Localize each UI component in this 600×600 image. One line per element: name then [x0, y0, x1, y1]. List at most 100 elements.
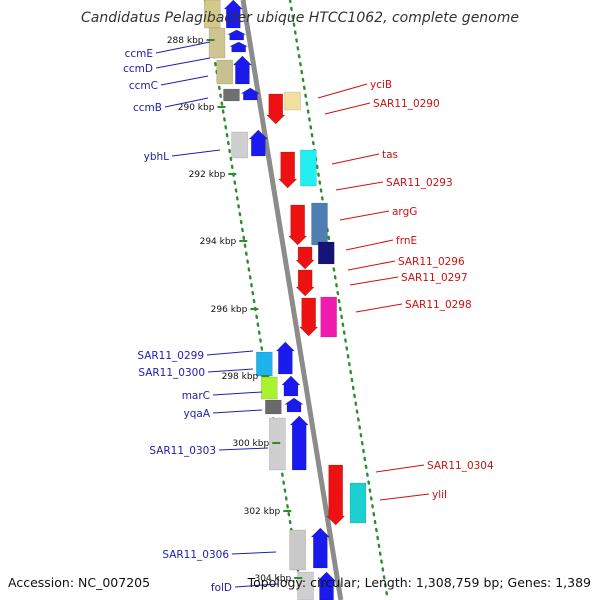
- kbp-tick-label: 290 kbp: [178, 103, 215, 113]
- reverse-label-leader: [339, 210, 390, 221]
- reverse-label-leader: [379, 493, 430, 501]
- forward-gene-arrow: [281, 375, 301, 397]
- reverse-label-leader: [349, 276, 399, 286]
- kbp-tick-label: 298 kbp: [222, 372, 259, 382]
- forward-gene-label: ybhL: [144, 151, 170, 163]
- forward-gene-label: SAR11_0306: [162, 549, 229, 561]
- cog-box: [216, 59, 234, 85]
- cog-box: [208, 27, 226, 59]
- forward-gene-label: ccmD: [123, 63, 153, 75]
- forward-gene-arrow: [289, 415, 309, 471]
- gene-labels: ccmE ccmD ccmC ccmB ybhL SAR11_0299 SAR11_0300…: [123, 41, 494, 594]
- reverse-gene-label: SAR11_0298: [405, 299, 472, 311]
- forward-gene-label: yqaA: [184, 408, 211, 420]
- kbp-ticks: 288 kbp 290 kbp 292 kbp 294 kbp 296 kbp 298 k…: [167, 36, 303, 584]
- forward-gene-label: ccmE: [125, 48, 153, 60]
- cog-box: [300, 149, 317, 187]
- forward-gene-label: SAR11_0300: [138, 367, 205, 379]
- reverse-label-leader: [375, 464, 425, 473]
- reverse-label-leader: [317, 83, 368, 99]
- forward-gene-label: SAR11_0299: [137, 350, 204, 362]
- cog-box: [223, 88, 240, 102]
- forward-label-leader: [206, 350, 254, 356]
- cog-box: [265, 399, 282, 415]
- forward-label-leader: [164, 97, 209, 108]
- kbp-tick-label: 302 kbp: [244, 507, 281, 517]
- forward-label-leader: [171, 149, 221, 157]
- forward-label-leader: [155, 41, 211, 54]
- kbp-tick-label: 296 kbp: [211, 305, 248, 315]
- reverse-label-leader: [335, 181, 384, 191]
- forward-gene-label: folD: [211, 582, 232, 594]
- backbone-layer: [240, 0, 344, 600]
- cog-box: [260, 376, 278, 400]
- forward-gene-arrow: [240, 87, 261, 101]
- forward-label-leader: [155, 57, 211, 69]
- genome-summary-text: Topology: circular; Length: 1,308,759 bp…: [247, 575, 591, 590]
- kbp-tick-label: 292 kbp: [189, 170, 226, 180]
- reverse-gene-label: SAR11_0290: [373, 98, 440, 110]
- reverse-gene-label: argG: [392, 206, 417, 218]
- reverse-gene-label: frnE: [396, 235, 417, 247]
- cog-box: [284, 91, 301, 111]
- reverse-gene-arrow: [266, 93, 286, 125]
- forward-gene-label: marC: [182, 390, 210, 402]
- reverse-gene-label: SAR11_0297: [401, 272, 468, 284]
- reverse-label-leader: [345, 239, 394, 251]
- forward-gene-arrow: [229, 41, 248, 53]
- forward-gene-label: SAR11_0303: [149, 445, 216, 457]
- forward-gene-arrow: [223, 0, 244, 29]
- forward-gene-arrow: [310, 527, 331, 569]
- reverse-gene-arrow: [295, 246, 315, 270]
- cog-box: [256, 351, 273, 377]
- genome-backbone-line: [240, 0, 344, 600]
- reverse-gene-arrow: [298, 297, 319, 337]
- forward-gene-arrow: [275, 341, 296, 375]
- cog-box: [231, 131, 248, 159]
- forward-label-leader: [212, 409, 263, 414]
- page-title: Candidatus Pelagibacter ubique HTCC1062,…: [81, 10, 519, 26]
- forward-gene-label: ccmB: [133, 102, 162, 114]
- reverse-gene-arrow: [295, 269, 315, 297]
- kbp-tick-label: 294 kbp: [200, 237, 237, 247]
- forward-label-leader: [234, 583, 279, 588]
- forward-gene-arrow: [232, 55, 253, 85]
- reverse-label-leader: [355, 303, 403, 313]
- forward-label-leader: [212, 391, 263, 396]
- forward-gene-label: ccmC: [129, 80, 158, 92]
- cog-box: [320, 296, 337, 338]
- forward-gene-arrow: [227, 29, 246, 41]
- cog-box: [349, 482, 367, 524]
- forward-label-leader: [207, 368, 254, 373]
- forward-gene-arrow: [248, 129, 269, 157]
- accession-text: Accession: NC_007205: [8, 575, 150, 590]
- cog-box: [317, 241, 335, 265]
- kbp-tick-label: 300 kbp: [233, 439, 270, 449]
- forward-label-leader: [160, 75, 209, 86]
- forward-label-leader: [231, 551, 277, 555]
- reverse-gene-label: SAR11_0296: [398, 256, 465, 268]
- forward-gene-arrow: [284, 397, 304, 413]
- gc-skew-dots: [203, 0, 389, 600]
- cog-box: [311, 202, 328, 246]
- cog-box: [289, 529, 306, 571]
- reverse-gene-arrow: [325, 464, 346, 526]
- gene-arrows: [223, 0, 346, 600]
- reverse-label-leader: [347, 260, 396, 271]
- reverse-gene-label: yliI: [432, 489, 447, 501]
- reverse-gene-arrow: [287, 204, 308, 246]
- forward-label-leader: [218, 447, 269, 451]
- kbp-tick-label: 288 kbp: [167, 36, 204, 46]
- reverse-label-leader: [324, 102, 371, 115]
- reverse-gene-arrow: [277, 151, 298, 189]
- forward-gene-arrow: [316, 571, 337, 600]
- gc-track-right: [288, 0, 389, 600]
- kbp-tick-label: 304 kbp: [255, 574, 292, 584]
- reverse-gene-label: yciB: [370, 79, 392, 91]
- reverse-gene-label: tas: [382, 149, 398, 161]
- reverse-gene-label: SAR11_0304: [427, 460, 494, 472]
- reverse-gene-label: SAR11_0293: [386, 177, 453, 189]
- gc-track-left: [203, 0, 304, 600]
